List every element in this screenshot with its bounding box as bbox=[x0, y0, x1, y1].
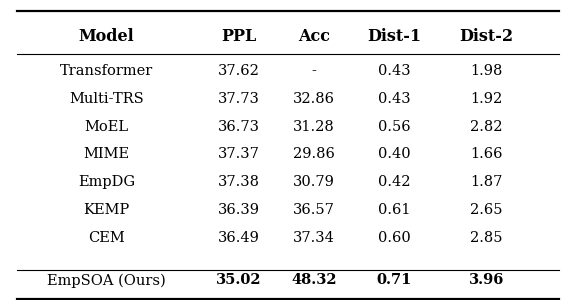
Text: Acc: Acc bbox=[298, 28, 330, 45]
Text: EmpSOA (Ours): EmpSOA (Ours) bbox=[47, 273, 166, 288]
Text: 0.61: 0.61 bbox=[378, 203, 411, 217]
Text: 1.87: 1.87 bbox=[471, 176, 503, 189]
Text: 48.32: 48.32 bbox=[291, 274, 337, 287]
Text: 32.86: 32.86 bbox=[293, 92, 335, 106]
Text: 36.73: 36.73 bbox=[218, 120, 260, 134]
Text: PPL: PPL bbox=[221, 28, 257, 45]
Text: 0.43: 0.43 bbox=[378, 64, 411, 78]
Text: 35.02: 35.02 bbox=[216, 274, 262, 287]
Text: 0.40: 0.40 bbox=[378, 148, 411, 161]
Text: 37.38: 37.38 bbox=[218, 176, 260, 189]
Text: 3.96: 3.96 bbox=[469, 274, 505, 287]
Text: 29.86: 29.86 bbox=[293, 148, 335, 161]
Text: 0.42: 0.42 bbox=[378, 176, 411, 189]
Text: 2.82: 2.82 bbox=[471, 120, 503, 134]
Text: 0.43: 0.43 bbox=[378, 92, 411, 106]
Text: 31.28: 31.28 bbox=[293, 120, 335, 134]
Text: Dist-2: Dist-2 bbox=[460, 28, 514, 45]
Text: 2.65: 2.65 bbox=[471, 203, 503, 217]
Text: 36.49: 36.49 bbox=[218, 231, 260, 245]
Text: EmpDG: EmpDG bbox=[78, 176, 135, 189]
Text: 36.39: 36.39 bbox=[218, 203, 260, 217]
Text: 0.71: 0.71 bbox=[377, 274, 412, 287]
Text: 1.98: 1.98 bbox=[471, 64, 503, 78]
Text: 2.85: 2.85 bbox=[471, 231, 503, 245]
Text: Multi-TRS: Multi-TRS bbox=[69, 92, 144, 106]
Text: MIME: MIME bbox=[84, 148, 130, 161]
Text: 1.92: 1.92 bbox=[471, 92, 503, 106]
Text: 37.73: 37.73 bbox=[218, 92, 260, 106]
Text: MoEL: MoEL bbox=[85, 120, 128, 134]
Text: Dist-1: Dist-1 bbox=[367, 28, 422, 45]
Text: CEM: CEM bbox=[88, 231, 125, 245]
Text: 37.34: 37.34 bbox=[293, 231, 335, 245]
Text: -: - bbox=[312, 64, 316, 78]
Text: 0.56: 0.56 bbox=[378, 120, 411, 134]
Text: 36.57: 36.57 bbox=[293, 203, 335, 217]
Text: Model: Model bbox=[79, 28, 134, 45]
Text: Transformer: Transformer bbox=[60, 64, 153, 78]
Text: 0.60: 0.60 bbox=[378, 231, 411, 245]
Text: 37.62: 37.62 bbox=[218, 64, 260, 78]
Text: 37.37: 37.37 bbox=[218, 148, 260, 161]
Text: 30.79: 30.79 bbox=[293, 176, 335, 189]
Text: KEMP: KEMP bbox=[84, 203, 130, 217]
Text: 1.66: 1.66 bbox=[471, 148, 503, 161]
